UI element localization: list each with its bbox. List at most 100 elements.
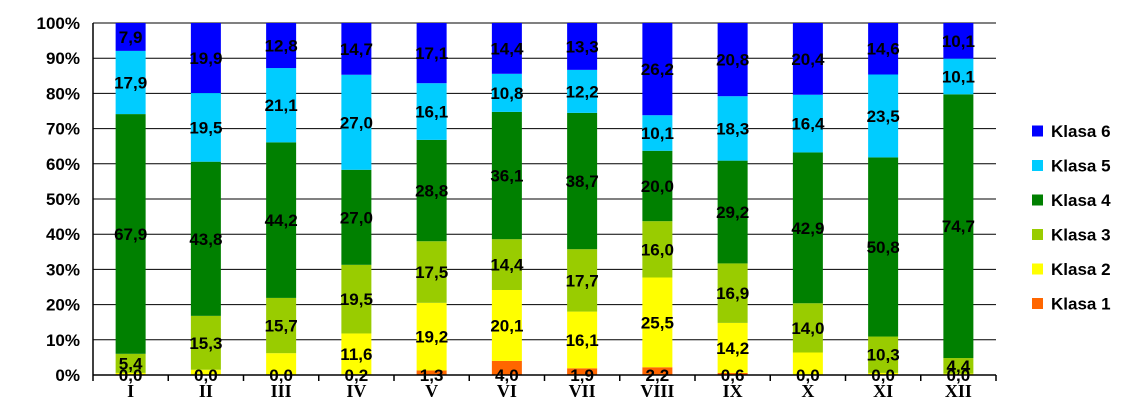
axes: 0%10%20%30%40%50%60%70%80%90%100%I II III I… [37,14,997,401]
bar-segment [341,23,372,75]
legend-swatch [1032,298,1043,309]
bar-segment [416,241,447,303]
bar-segment [642,367,673,375]
x-tick-label: XII [945,381,972,401]
bar-segment [115,50,146,115]
y-tick-label: 80% [46,84,80,103]
bar-segment [416,23,447,84]
bar-segment [341,264,372,334]
data-label: 4,4 [947,357,971,376]
x-tick-label: III [271,381,292,401]
data-label: 38,7 [566,172,599,191]
bars [115,23,974,375]
x-tick-label: II [199,381,213,401]
data-label: 16,1 [566,331,599,350]
bar-segment [567,23,598,70]
y-tick-label: 70% [46,120,80,139]
data-label: 17,5 [415,263,448,282]
x-tick-label: IX [723,381,743,401]
y-tick-label: 0% [55,366,80,385]
data-label: 2,2 [646,366,670,385]
data-label: 1,9 [570,366,594,385]
bar-segment [868,372,899,375]
data-label: 12,2 [566,82,599,101]
data-label: 14,2 [716,339,749,358]
bar-segment [491,239,522,290]
legend: Klasa 6 Klasa 5 Klasa 4 Klasa 3 Klasa 2 Klasa… [1032,122,1111,314]
data-label: 74,7 [942,217,975,236]
bar-segment [868,74,899,158]
y-tick-label: 40% [46,225,80,244]
bar-segment [491,111,522,240]
data-label: 16,4 [791,115,825,134]
data-label: 14,4 [490,256,524,275]
bar-segment [792,352,823,375]
data-label: 20,1 [490,316,523,335]
y-tick-label: 20% [46,296,80,315]
bar-segment [491,289,522,361]
data-label: 5,4 [119,354,143,373]
bar-segment [416,139,447,242]
data-label: 0,6 [721,366,745,385]
bar-segment [416,83,447,140]
data-label: 14,4 [490,39,524,58]
x-tick-label: X [801,381,814,401]
data-label: 0,0 [947,366,971,385]
bar-segment [717,263,748,323]
legend-swatch [1032,229,1043,240]
data-label: 0,0 [119,366,143,385]
bar-segment [115,372,146,375]
data-label: 29,2 [716,203,749,222]
bar-segment [567,249,598,312]
data-label: 43,8 [189,230,222,249]
legend-label: Klasa 5 [1051,157,1111,176]
data-label: 19,9 [189,49,222,68]
bar-segment [190,23,221,94]
legend-label: Klasa 4 [1051,191,1111,210]
bar-segment [717,96,748,161]
data-label: 14,6 [867,40,900,59]
x-tick-label: V [425,381,438,401]
bar-segment [266,142,297,298]
data-label: 21,1 [265,96,298,115]
data-label: 19,2 [415,328,448,347]
y-tick-label: 90% [46,49,80,68]
bar-segment [792,23,823,95]
bar-segment [642,150,673,222]
bar-segment [266,68,297,143]
bar-segment [868,157,899,337]
data-label: 0,2 [345,366,369,385]
bar-segment [717,322,748,373]
bar-segment [567,69,598,113]
data-label: 15,3 [189,334,222,353]
bar-segment [416,370,447,375]
bar-segment [868,23,899,75]
bar-segment [567,311,598,369]
legend-label: Klasa 2 [1051,260,1111,279]
bar-segment [642,23,673,116]
legend-swatch [1032,263,1043,275]
bar-segment [717,160,748,264]
data-label: 20,4 [791,50,825,69]
bar-segment [341,74,372,170]
x-tick-label: VI [497,381,517,401]
y-tick-label: 10% [46,331,80,350]
bar-segment [642,115,673,151]
data-label: 19,5 [189,118,222,137]
bar-segment [266,23,297,69]
bar-segment [416,302,447,371]
bar-segment [115,23,146,51]
data-label: 17,1 [415,44,448,63]
bar-segment [717,372,748,375]
bar-segment [491,73,522,112]
data-label: 27,0 [340,113,373,132]
bar-segment [792,94,823,153]
data-label: 67,9 [114,225,147,244]
legend-swatch [1032,160,1043,171]
data-label: 17,9 [114,73,147,92]
data-label: 10,1 [942,32,975,51]
data-label: 17,7 [566,271,599,290]
data-label: 28,8 [415,182,448,201]
data-label: 20,8 [716,51,749,70]
